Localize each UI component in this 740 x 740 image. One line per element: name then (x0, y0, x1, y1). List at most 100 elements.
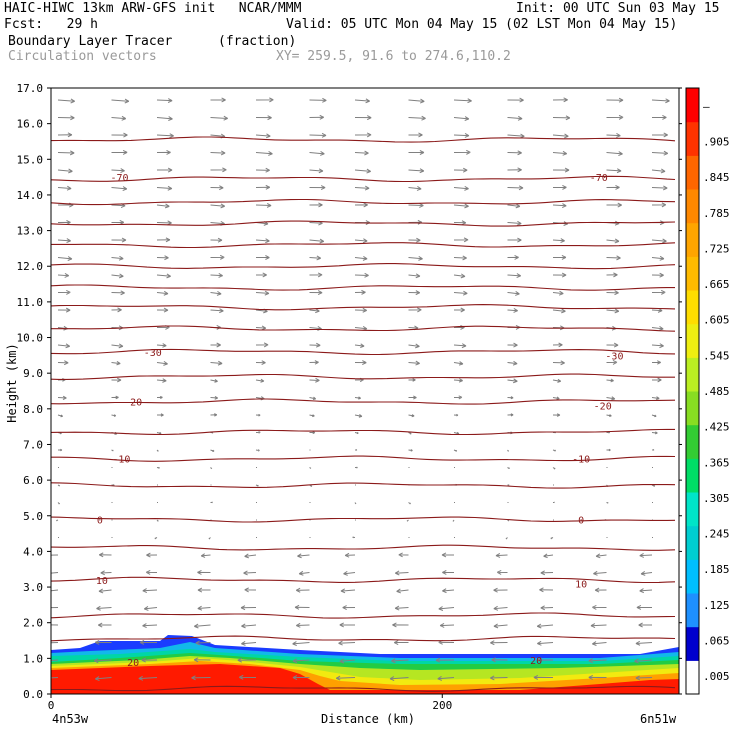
vector-arrow (292, 675, 310, 680)
vector-arrow (197, 605, 211, 611)
vector-arrow (210, 237, 223, 243)
contour-line (51, 198, 676, 206)
vector-arrow (139, 639, 158, 645)
vector-arrow (639, 553, 653, 558)
vector-arrow (156, 307, 169, 313)
vector-arrow (507, 254, 519, 260)
y-tick-label: 8.0 (23, 403, 43, 416)
vector-arrow (606, 448, 611, 452)
x-tick-label: 0 (48, 699, 55, 712)
vector-arrow (208, 537, 211, 540)
vector-arrow (552, 396, 560, 400)
vector-arrow (606, 185, 620, 190)
vector-arrow (408, 237, 421, 243)
y-tick-label: 13.0 (17, 225, 44, 238)
vector-arrow (210, 167, 227, 173)
vector-arrow (244, 587, 257, 593)
vector-arrow (210, 360, 223, 366)
vector-arrow (592, 641, 607, 646)
vector-arrow (210, 254, 225, 260)
vector-arrow (255, 360, 266, 365)
vector-arrow (453, 395, 463, 400)
vector-arrow (606, 133, 621, 138)
vector-arrow (210, 308, 224, 314)
vector-arrow (56, 519, 59, 522)
vector-arrow (309, 396, 317, 401)
colorbar-swatch (686, 290, 699, 325)
vector-arrow (255, 151, 273, 156)
colorbar-label: .125 (703, 599, 730, 612)
vector-arrow (651, 115, 667, 120)
contour-line (51, 398, 676, 405)
vector-arrow (194, 623, 211, 629)
vector-arrow (507, 237, 522, 243)
vector-arrow (97, 622, 112, 628)
vector-arrow (507, 291, 520, 296)
vector-arrow (354, 396, 362, 400)
vector-arrow (210, 501, 213, 504)
colorbar-label: .845 (703, 171, 730, 184)
vector-arrow (339, 622, 356, 628)
vector-arrow (606, 342, 619, 348)
vector-arrow (635, 640, 653, 646)
colorbar-label: .485 (703, 385, 730, 398)
vector-arrow (309, 414, 315, 418)
vector-arrow (507, 519, 510, 522)
vector-arrow (111, 149, 128, 155)
vector-arrow (533, 674, 554, 680)
vector-arrow (651, 185, 668, 191)
vector-arrow (111, 132, 128, 138)
vector-arrow (111, 414, 117, 417)
vector-arrow (588, 658, 607, 664)
vector-arrow (441, 552, 455, 558)
vector-arrow (507, 484, 510, 486)
contour-line (51, 136, 676, 143)
vector-arrow (507, 273, 522, 279)
vector-arrow (507, 360, 518, 366)
vector-arrow (111, 395, 119, 400)
vector-arrow (191, 675, 211, 681)
vector-arrow (354, 289, 366, 295)
vector-arrow (651, 431, 658, 435)
plot-frame (50, 87, 680, 695)
x-axis: 0 200 (48, 694, 452, 712)
vector-arrow (156, 133, 174, 139)
vector-arrow (639, 588, 653, 594)
vector-arrow (57, 289, 71, 295)
vector-arrow (156, 149, 171, 155)
vector-arrow (156, 466, 160, 469)
vector-arrow (406, 519, 409, 522)
vector-arrow (651, 325, 664, 331)
y-tick-label: 0.0 (23, 688, 43, 701)
vector-arrow (57, 98, 76, 104)
colorbar-label: .605 (703, 314, 730, 327)
vector-arrow (408, 502, 411, 505)
vector-arrow (507, 220, 522, 226)
vector-arrow (552, 238, 565, 243)
vector-arrow (537, 657, 554, 663)
vector-arrow (606, 114, 624, 120)
vector-arrow (552, 167, 570, 173)
vector-arrow (156, 360, 168, 366)
vector-arrow (197, 570, 211, 575)
vector-arrow (354, 150, 369, 156)
vector-arrow (592, 604, 607, 610)
vector-arrow (111, 168, 125, 173)
vector-arrow (606, 359, 618, 365)
vector-arrow (210, 413, 218, 417)
vector-arrow (240, 605, 257, 611)
vector-arrow (651, 238, 667, 244)
vector-arrow (210, 272, 223, 278)
contour-line (51, 428, 675, 436)
vector-arrow (255, 342, 269, 348)
vector-arrow (309, 255, 321, 261)
vector-arrow (507, 467, 510, 470)
vector-arrow (255, 272, 267, 278)
colorbar-label: .005 (703, 670, 730, 683)
vector-arrow (255, 413, 261, 417)
vector-arrow (57, 150, 75, 156)
vector-arrow (292, 658, 310, 664)
contour-label: -20 (124, 398, 142, 409)
y-tick-label: 7.0 (23, 438, 43, 451)
